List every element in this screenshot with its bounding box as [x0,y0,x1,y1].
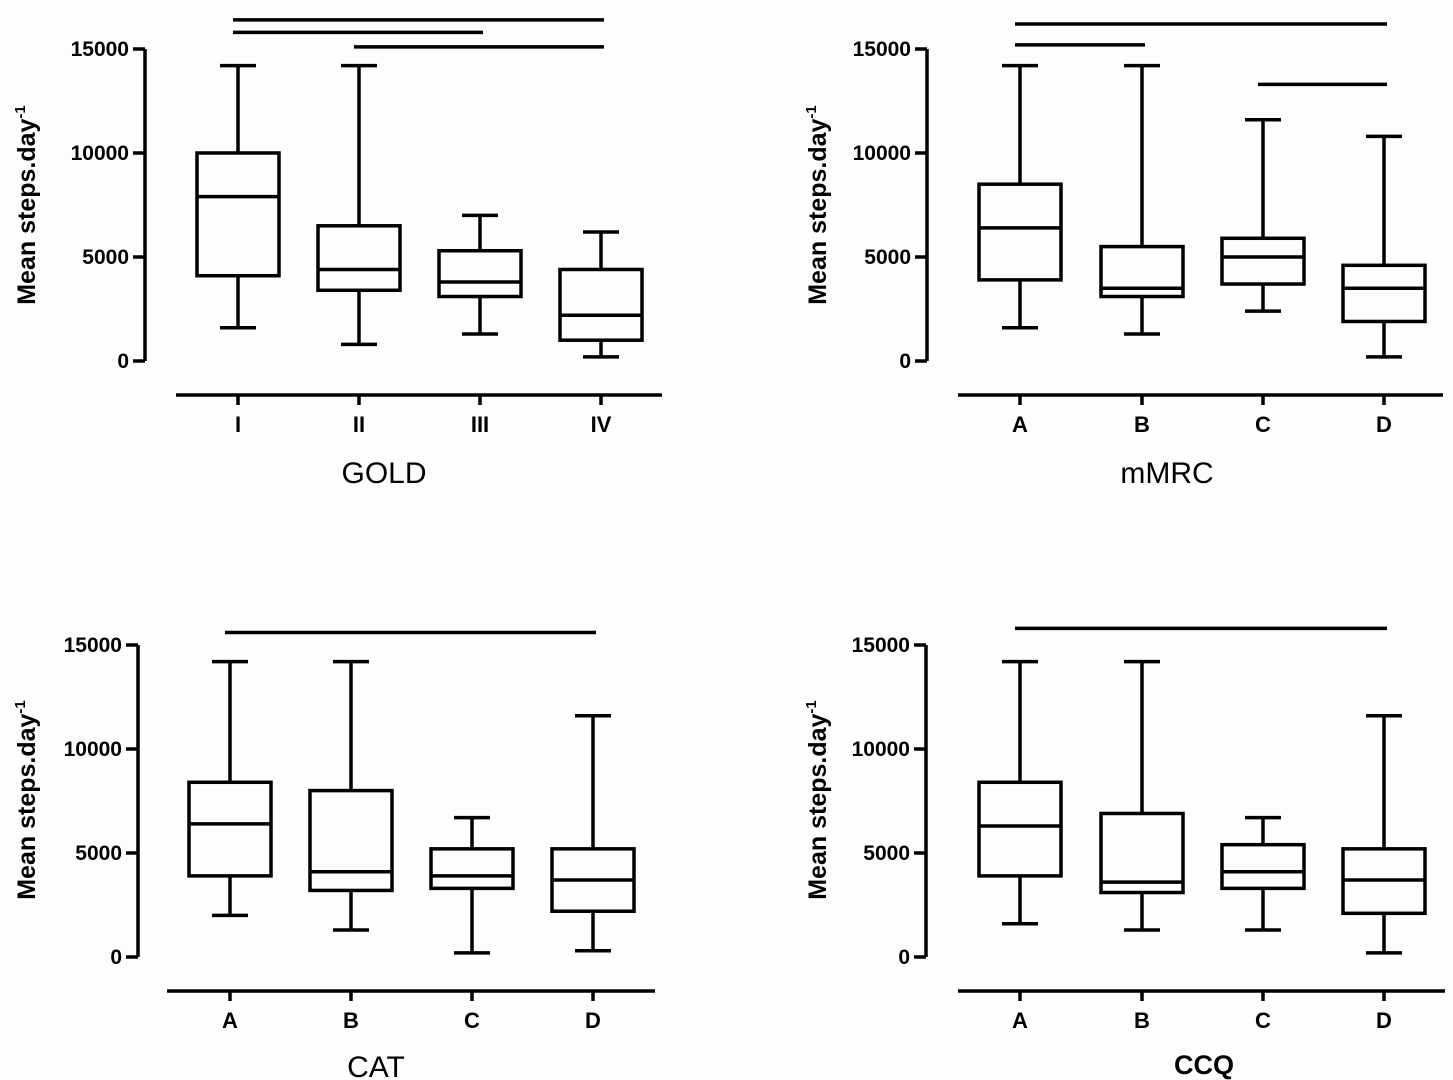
chart-panel-ccq: 0 5000 10000 15000 Mean steps.day-1 A B C D CCQ [803,626,1445,1080]
x-tick-label: B [1134,1008,1150,1033]
y-tick-label: 10000 [852,738,910,761]
box-iqr [308,788,394,893]
x-tick-label: D [1376,412,1392,437]
y-axis-label-text: Mean steps.day [13,118,41,304]
box-iqr [977,780,1063,878]
x-axis-label: mMRC [1120,457,1213,490]
x-axis-label: CCQ [1174,1050,1234,1080]
y-tick-label: 10000 [71,142,129,165]
y-tick-label: 0 [899,350,911,373]
y-tick-label: 15000 [853,38,911,61]
box-A [187,659,273,918]
y-tick-label: 5000 [863,842,910,865]
y-axis-label-superscript: -1 [803,700,820,713]
box-A [977,659,1063,926]
y-tick-label: 15000 [71,38,129,61]
box-iqr [1220,842,1306,891]
box-IV [558,230,644,359]
y-tick-label: 0 [898,946,910,969]
box-II [316,63,402,347]
y-tick-label: 10000 [853,142,911,165]
x-tick-label: C [1255,1008,1271,1033]
box-D [1341,713,1427,955]
x-tick-label: A [222,1008,238,1033]
box-iqr [316,224,402,293]
box-iqr [437,249,523,299]
box-iqr [1099,811,1185,895]
x-tick-label: A [1012,1008,1028,1033]
box-D [1341,134,1427,359]
y-axis-label-text: Mean steps.day [804,118,832,304]
x-tick-label: A [1012,412,1028,437]
box-iqr [977,182,1063,282]
y-axis-label-superscript: -1 [803,105,820,118]
box-iqr [1220,236,1306,286]
y-axis-label-superscript: -1 [12,700,29,713]
x-tick-label: III [471,412,489,437]
y-tick-label: 15000 [64,634,122,657]
box-iqr [187,780,273,878]
x-tick-label: D [585,1008,601,1033]
x-axis-label: GOLD [341,457,426,490]
y-axis-label: Mean steps.day-1 [12,700,41,900]
y-axis-label: Mean steps.day-1 [803,700,832,900]
box-D [550,713,636,953]
y-axis-label-text: Mean steps.day [804,713,832,899]
y-tick-label: 15000 [852,634,910,657]
box-C [1220,815,1306,932]
box-iqr [195,151,281,278]
y-axis-label-text: Mean steps.day [13,713,41,899]
box-iqr [558,267,644,342]
y-tick-label: 5000 [82,246,129,269]
y-axis-label: Mean steps.day-1 [12,105,41,305]
x-tick-label: II [353,412,365,437]
x-tick-label: C [1255,412,1271,437]
box-A [977,63,1063,330]
x-tick-label: C [464,1008,480,1033]
y-tick-label: 5000 [75,842,122,865]
box-C [429,815,515,955]
x-tick-label: IV [591,412,612,437]
x-axis-label: CAT [347,1051,405,1080]
box-C [1220,117,1306,313]
x-tick-label: B [1134,412,1150,437]
x-tick-label: D [1376,1008,1392,1033]
chart-panel-cat: 0 5000 10000 15000 Mean steps.day-1 A B C D CAT [12,630,655,1080]
box-B [1099,659,1185,932]
x-tick-label: B [343,1008,359,1033]
x-tick-label: I [235,412,241,437]
box-III [437,213,523,336]
y-tick-label: 0 [117,350,129,373]
box-B [308,659,394,932]
box-I [195,63,281,330]
box-iqr [429,847,515,891]
y-tick-label: 5000 [864,246,911,269]
y-axis-label: Mean steps.day-1 [803,105,832,305]
y-axis-label-superscript: -1 [12,105,29,118]
box-iqr [1099,244,1185,299]
y-tick-label: 0 [110,946,122,969]
box-iqr [1341,263,1427,324]
box-B [1099,63,1185,336]
y-tick-label: 10000 [64,738,122,761]
